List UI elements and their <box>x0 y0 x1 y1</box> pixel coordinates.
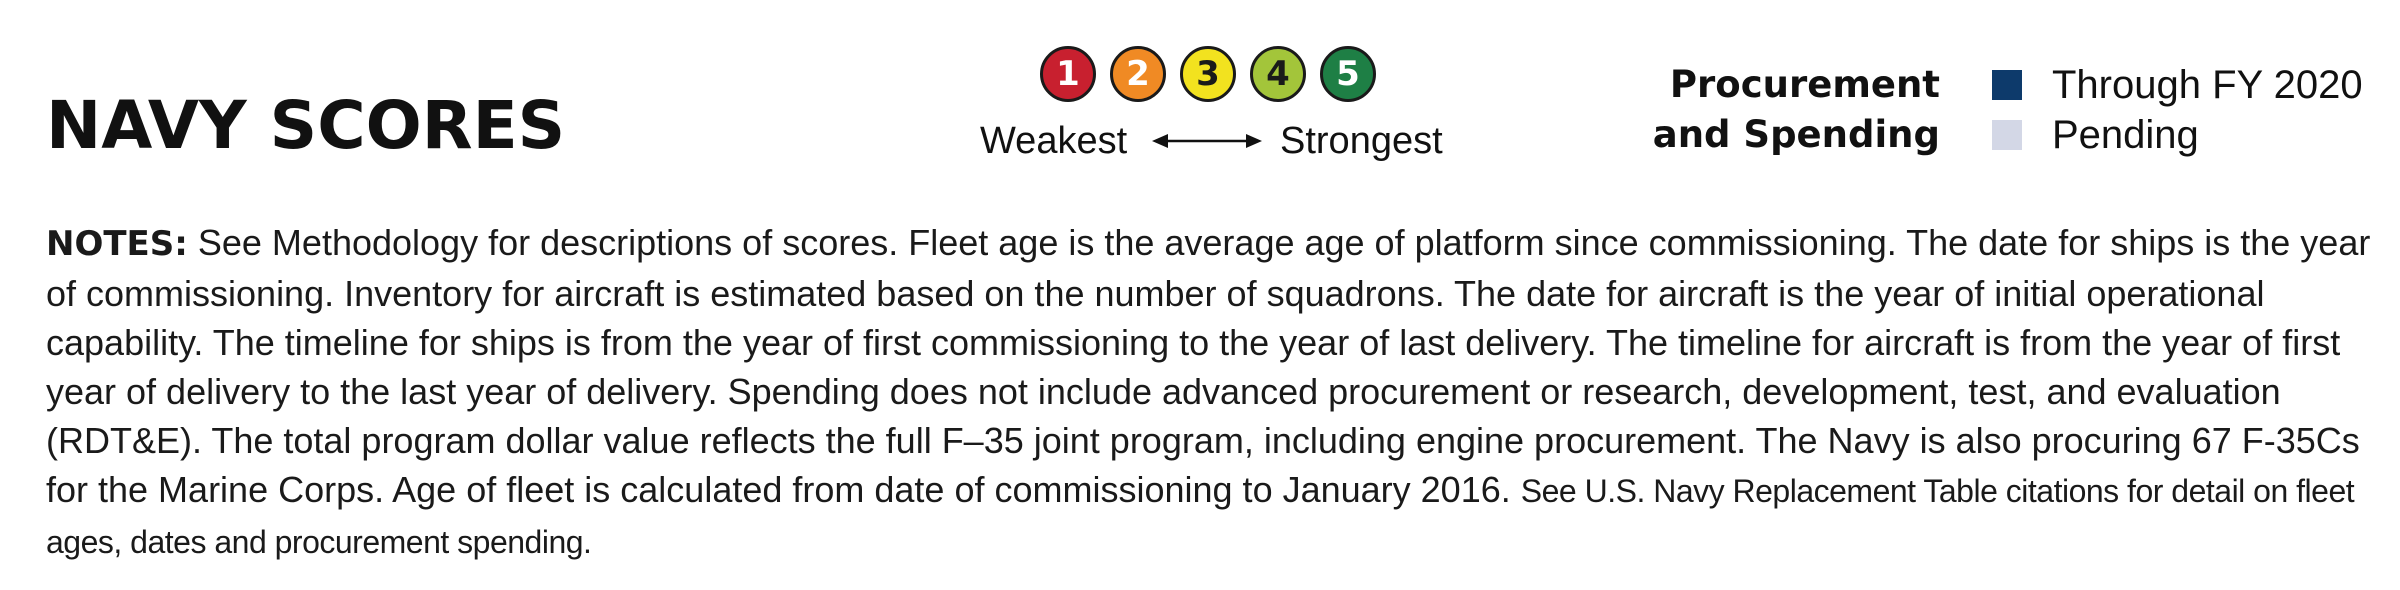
through-fy2020-swatch <box>1992 70 2022 100</box>
legend-item-label: Through FY 2020 <box>2052 62 2363 107</box>
spending-legend: Procurement and Spending Through FY 2020… <box>1653 60 2390 170</box>
scale-row: Weakest Strongest <box>980 116 1460 166</box>
score-5-circle: 5 <box>1320 46 1376 102</box>
weakest-label: Weakest <box>980 120 1128 162</box>
notes-citation: See U.S. Navy Replacement Table citation… <box>46 473 2355 560</box>
page-title: NAVY SCORES <box>46 87 566 164</box>
legend-item-label: Pending <box>2052 112 2199 157</box>
score-3-circle: 3 <box>1180 46 1236 102</box>
score-4-circle: 4 <box>1250 46 1306 102</box>
notes-paragraph: NOTES: See Methodology for descriptions … <box>46 218 2376 567</box>
spending-legend-title-line2: and Spending <box>1652 113 1940 156</box>
strongest-label: Strongest <box>1280 120 1443 162</box>
notes-label: NOTES: <box>46 224 188 264</box>
score-1-circle: 1 <box>1040 46 1096 102</box>
spending-legend-title: Procurement and Spending <box>1653 60 1940 160</box>
legend-item-through-fy2020: Through FY 2020 <box>1992 60 2363 110</box>
score-circles: 1 2 3 4 5 <box>1040 46 1376 102</box>
score-2-circle: 2 <box>1110 46 1166 102</box>
double-arrow-icon <box>1152 134 1262 148</box>
spending-legend-title-line1: Procurement <box>1669 63 1940 106</box>
score-scale-legend: 1 2 3 4 5 Weakest Strongest <box>980 40 1460 170</box>
legend-item-pending: Pending <box>1992 110 2199 160</box>
pending-swatch <box>1992 120 2022 150</box>
notes-text: See Methodology for descriptions of scor… <box>46 222 2371 510</box>
